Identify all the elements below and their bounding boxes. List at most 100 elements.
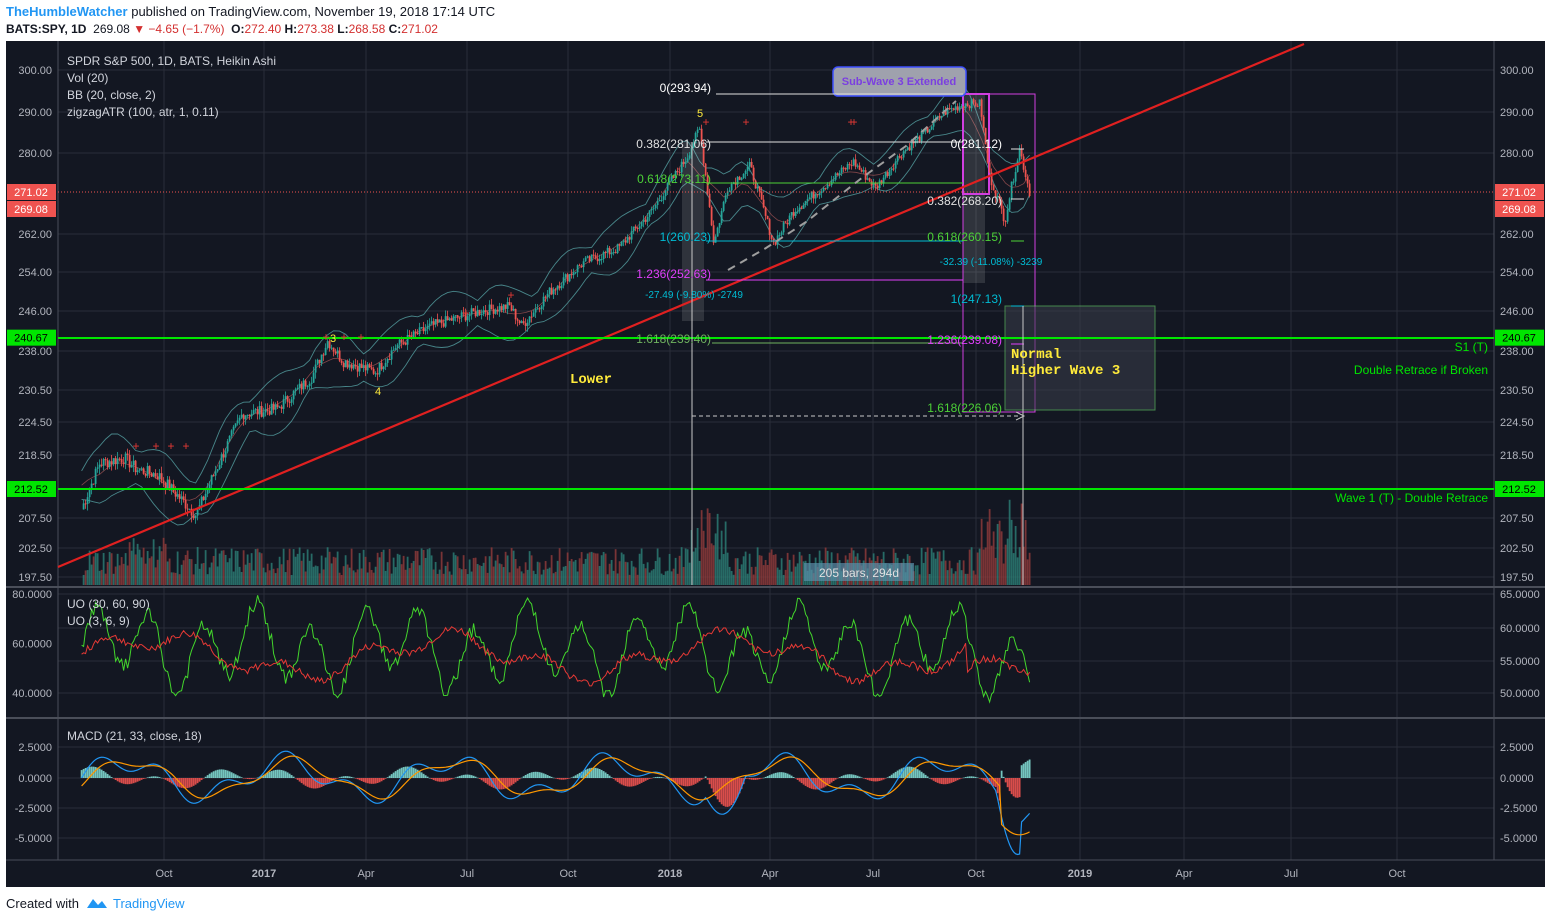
candle-body: [210, 475, 213, 485]
macd-hist-bar: [510, 778, 513, 786]
volume-bar: [592, 552, 595, 585]
fib1-label-618: 0.618(273.11): [637, 172, 711, 186]
volume-bar: [942, 550, 945, 585]
author-link[interactable]: TheHumbleWatcher: [6, 4, 128, 19]
macd-hist-bar: [630, 778, 633, 787]
volume-bar: [288, 548, 291, 585]
macd-hist-bar: [114, 778, 117, 781]
open-label: O:: [231, 22, 245, 36]
macd-hist-bar: [530, 772, 533, 778]
volume-bar: [444, 565, 447, 585]
y-tick-left: 207.50: [18, 513, 52, 525]
volume-bar: [564, 566, 567, 585]
chart-svg[interactable]: + + + ++ + ++++ + ++ Sub-Wave 3 Extended0(293.9…: [6, 41, 1545, 887]
candle-body: [604, 252, 607, 254]
tradingview-link[interactable]: TradingView: [112, 896, 185, 911]
candle-body: [136, 470, 139, 473]
macd-hist-bar: [794, 778, 797, 779]
macd-hist-bar: [886, 777, 889, 778]
macd-hist-bar: [854, 775, 857, 778]
macd-hist-bar: [256, 777, 259, 779]
macd-hist-bar: [920, 771, 923, 778]
candle-body: [156, 476, 159, 480]
candle-body: [638, 226, 641, 229]
macd-hist-bar: [756, 778, 759, 780]
volume-bar: [374, 566, 377, 585]
candle-body: [812, 191, 815, 199]
chart-canvas[interactable]: + + + + + + + + + + + + + Sub-Wave 3 Extended 0(293.9…: [6, 41, 1545, 887]
macd-hist-bar: [916, 769, 919, 778]
volume-bar: [538, 562, 541, 585]
macd-hist-bar: [778, 772, 781, 778]
y-tick-left: 246.00: [18, 306, 52, 318]
candle-body: [826, 184, 829, 189]
price-badge-left: [7, 184, 56, 200]
macd-hist-bar: [1024, 762, 1027, 778]
volume-bar: [540, 574, 543, 585]
candle-body: [560, 285, 563, 289]
volume-bar: [616, 573, 619, 585]
volume-bar: [752, 574, 755, 585]
candle-body: [556, 286, 559, 290]
macd-hist-bar: [106, 773, 109, 778]
macd-hist-bar: [456, 776, 459, 778]
volume-bar: [760, 555, 763, 585]
volume-bar: [212, 556, 215, 585]
macd-hist-bar: [560, 778, 563, 780]
high-label: H:: [284, 22, 298, 36]
sar-marker: +: [132, 439, 139, 453]
volume-bar: [578, 558, 581, 585]
macd-hist-bar: [572, 776, 575, 778]
macd-hist-bar: [320, 778, 323, 787]
candle-body: [240, 414, 243, 418]
legend-vol: Vol (20): [67, 71, 109, 85]
macd-hist-bar: [424, 775, 427, 778]
y-tick-left: 254.00: [18, 267, 52, 279]
candle-body: [252, 410, 255, 414]
macd-hist-bar: [788, 774, 791, 778]
macd-hist-bar: [810, 778, 813, 789]
volume-bar: [368, 562, 371, 585]
volume-bar: [394, 567, 397, 585]
candle-body: [1016, 160, 1019, 172]
macd-hist-bar: [122, 778, 125, 784]
candle-body: [492, 308, 495, 314]
macd-hist-bar: [532, 771, 535, 778]
volume-bar: [762, 565, 765, 585]
volume-bar: [988, 509, 991, 585]
macd-hist-bar: [136, 778, 139, 782]
volume-bar: [698, 560, 701, 585]
macd-hist-bar: [922, 773, 925, 778]
candle-body: [620, 241, 623, 246]
volume-bar: [248, 562, 251, 585]
macd-hist-bar: [960, 778, 963, 779]
macd-hist-bar: [888, 776, 891, 778]
candle-body: [632, 226, 635, 232]
candle-body: [424, 329, 427, 332]
volume-bar: [954, 571, 957, 585]
legend-bb: BB (20, close, 2): [67, 88, 156, 102]
volume-bar: [246, 554, 249, 585]
volume-bar: [724, 521, 727, 585]
candle-body: [968, 106, 971, 109]
macd-hist-bar: [832, 778, 835, 782]
volume-bar: [936, 551, 939, 585]
macd-hist-bar: [350, 776, 353, 778]
candle-body: [592, 254, 595, 256]
volume-bar: [398, 554, 401, 585]
candle-body: [976, 105, 979, 107]
candle-body: [510, 305, 513, 311]
candle-body: [800, 207, 803, 209]
candle-body: [130, 465, 133, 468]
macd-hist-bar: [762, 777, 765, 779]
macd-hist-bar: [98, 768, 101, 778]
volume-bar: [544, 561, 547, 585]
volume-bar: [124, 553, 127, 585]
macd-hist-bar: [648, 778, 651, 779]
volume-bar: [482, 562, 485, 585]
volume-bar: [84, 570, 87, 585]
macd-hist-bar: [452, 778, 455, 779]
candle-body: [764, 207, 767, 216]
macd-hist-bar: [468, 774, 471, 778]
candle-body: [996, 195, 999, 198]
